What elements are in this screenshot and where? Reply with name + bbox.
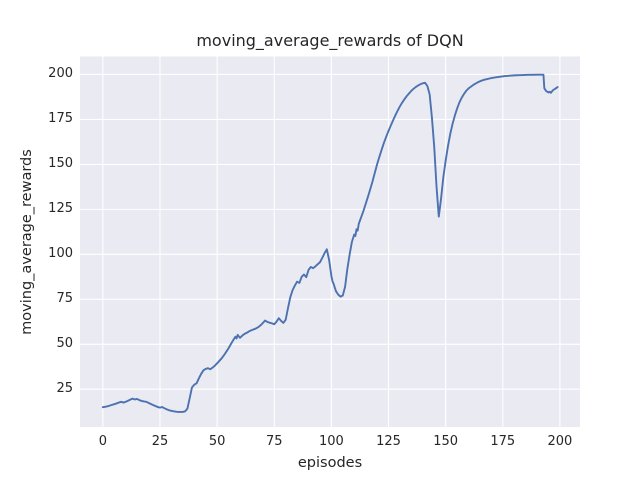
y-tick-label: 175: [48, 111, 73, 127]
y-tick-label: 50: [56, 336, 73, 352]
y-tick-label: 200: [48, 66, 73, 82]
x-tick-label: 0: [98, 434, 107, 449]
x-tick-label: 200: [547, 434, 573, 449]
x-tick-label: 25: [151, 434, 169, 449]
y-tick-label: 75: [56, 291, 73, 307]
x-tick-label: 75: [265, 434, 283, 449]
x-axis-label: episodes: [297, 455, 363, 471]
y-tick-label: 125: [48, 201, 73, 217]
y-tick-label: 25: [56, 380, 73, 396]
x-tick-label: 150: [433, 434, 459, 449]
y-tick-label: 150: [48, 156, 73, 172]
y-tick-label: 100: [48, 246, 73, 262]
x-tick-label: 50: [208, 434, 226, 449]
x-tick-label: 100: [318, 434, 344, 449]
axes-background: [80, 56, 580, 427]
chart-title: moving_average_rewards of DQN: [196, 31, 464, 50]
y-axis-label: moving_average_rewards: [19, 149, 35, 335]
data-line-moving_average_rewards: [101, 73, 559, 413]
x-tick-label: 125: [376, 434, 401, 449]
x-tick-label: 175: [490, 434, 516, 449]
